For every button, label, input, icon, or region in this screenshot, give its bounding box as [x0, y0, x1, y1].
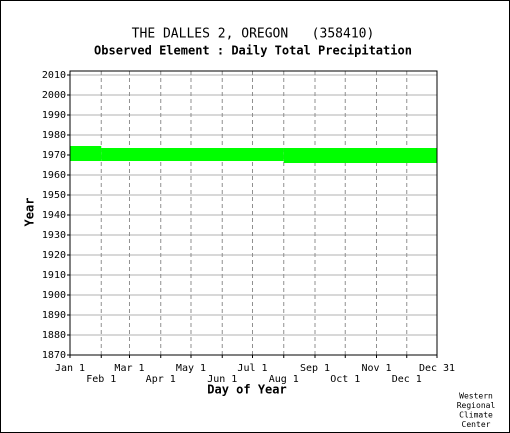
y-tick-label: 1970	[42, 150, 66, 161]
x-tick-label: Feb 1	[86, 374, 116, 385]
footer-text: Center	[462, 420, 491, 429]
x-tick-label: Oct 1	[330, 374, 360, 385]
x-tick-label: Nov 1	[361, 363, 391, 374]
footer-text: Climate	[459, 411, 493, 420]
x-tick-label: Jun 1	[207, 374, 237, 385]
chart-title: THE DALLES 2, OREGON (358410)	[132, 27, 375, 42]
y-tick-label: 1990	[42, 110, 66, 121]
x-tick-label: May 1	[176, 363, 206, 374]
plot-background	[70, 71, 437, 355]
x-tick-label: Jul 1	[237, 363, 267, 374]
x-tick-label: Dec 31	[419, 363, 455, 374]
y-tick-label: 2000	[42, 90, 66, 101]
footer-text: Western	[459, 392, 493, 401]
x-tick-label: Mar 1	[114, 363, 144, 374]
plot-border	[69, 70, 438, 356]
y-tick-label: 1980	[42, 130, 66, 141]
y-tick-label: 1930	[42, 230, 66, 241]
y-tick-label: 1960	[42, 170, 66, 181]
x-tick-label: Aug 1	[269, 374, 299, 385]
y-tick-label: 1900	[42, 290, 66, 301]
x-tick-label: Dec 1	[392, 374, 422, 385]
y-axis-label: Year	[23, 198, 37, 227]
y-tick-label: 2010	[42, 70, 66, 81]
y-tick-label: 1920	[42, 250, 66, 261]
record-period	[101, 148, 284, 161]
footer-text: Regional	[457, 401, 496, 410]
x-tick-label: Sep 1	[300, 363, 330, 374]
x-tick-label: Jan 1	[55, 363, 85, 374]
y-tick-label: 1890	[42, 310, 66, 321]
record-period	[283, 148, 437, 163]
x-axis-label: Day of Year	[207, 383, 286, 397]
y-tick-label: 1880	[42, 330, 66, 341]
record-period	[70, 146, 102, 161]
y-tick-label: 1940	[42, 210, 66, 221]
x-tick-label: Apr 1	[146, 374, 176, 385]
y-tick-label: 1910	[42, 270, 66, 281]
y-tick-label: 1870	[42, 350, 66, 361]
y-tick-label: 1950	[42, 190, 66, 201]
chart-subtitle: Observed Element : Daily Total Precipita…	[94, 44, 412, 58]
